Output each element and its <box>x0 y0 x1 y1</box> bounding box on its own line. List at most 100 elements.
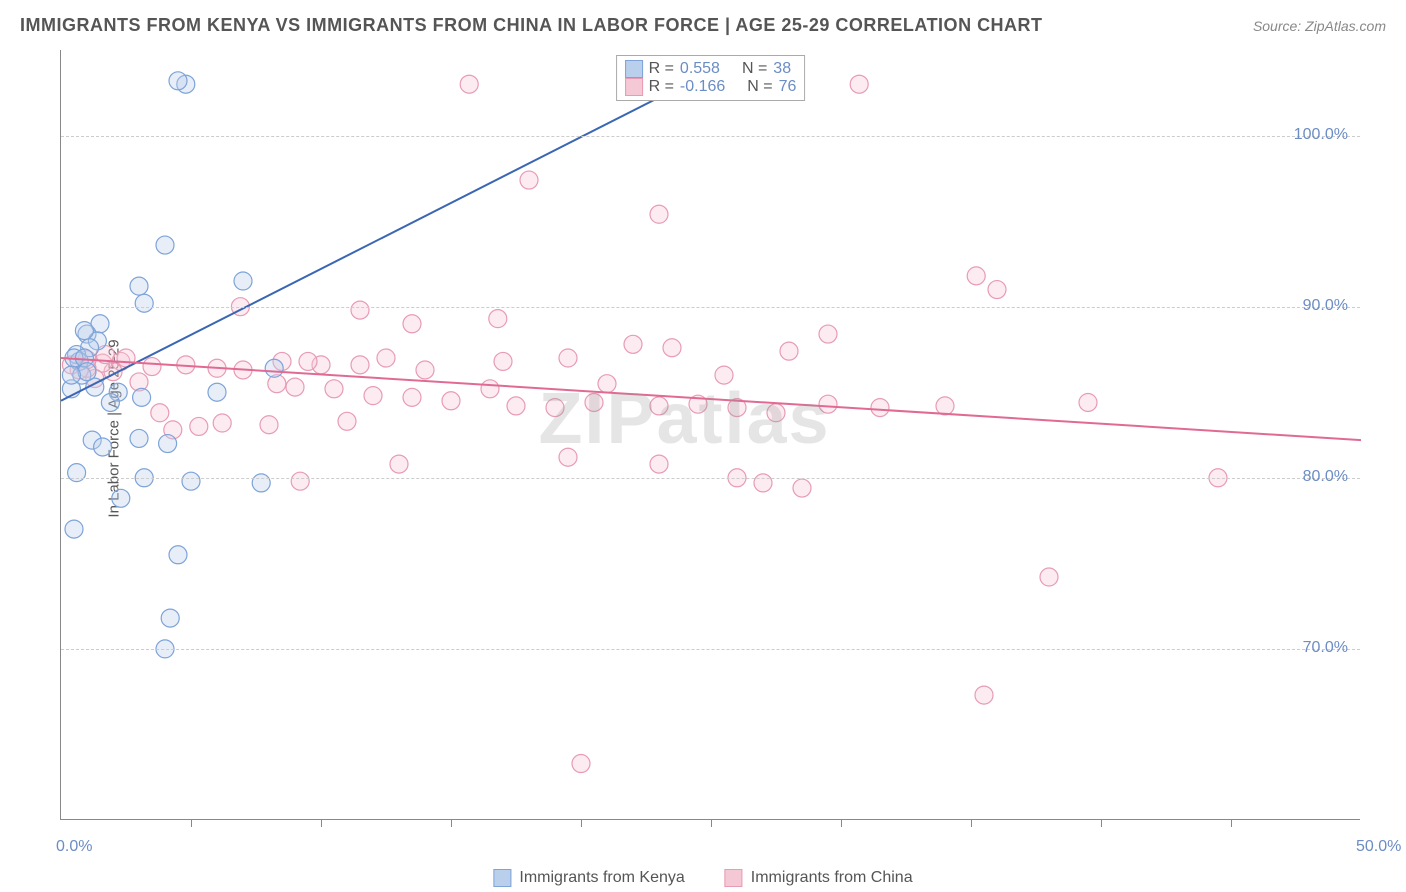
data-point <box>143 358 161 376</box>
data-point <box>489 310 507 328</box>
data-point <box>494 352 512 370</box>
data-point <box>130 429 148 447</box>
title-bar: IMMIGRANTS FROM KENYA VS IMMIGRANTS FROM… <box>20 15 1386 36</box>
trend-line <box>61 358 1361 440</box>
x-tick <box>1231 819 1232 827</box>
data-point <box>161 609 179 627</box>
correlation-legend: R =0.558N =38R =-0.166N =76 <box>616 55 806 101</box>
data-point <box>156 236 174 254</box>
data-point <box>819 325 837 343</box>
grid-line-h <box>61 136 1360 137</box>
data-point <box>208 383 226 401</box>
data-point <box>416 361 434 379</box>
legend-r-value: -0.166 <box>680 78 725 96</box>
data-point <box>182 472 200 490</box>
x-tick <box>581 819 582 827</box>
y-tick-label: 70.0% <box>1303 639 1348 657</box>
data-point <box>598 375 616 393</box>
data-point <box>390 455 408 473</box>
data-point <box>780 342 798 360</box>
data-point <box>75 322 93 340</box>
data-point <box>151 404 169 422</box>
legend-swatch <box>493 869 511 887</box>
x-tick <box>971 819 972 827</box>
legend-swatch <box>725 869 743 887</box>
legend-swatch <box>625 78 643 96</box>
x-tick <box>711 819 712 827</box>
data-point <box>133 388 151 406</box>
trend-line <box>61 84 685 401</box>
data-point <box>559 448 577 466</box>
data-point <box>252 474 270 492</box>
data-point <box>234 272 252 290</box>
data-point <box>377 349 395 367</box>
x-tick <box>451 819 452 827</box>
legend-n-value: 38 <box>773 60 791 78</box>
data-point <box>135 294 153 312</box>
data-point <box>338 412 356 430</box>
data-point <box>442 392 460 410</box>
data-point <box>585 393 603 411</box>
legend-row: R =-0.166N =76 <box>625 78 797 96</box>
legend-n-label: N = <box>747 78 772 96</box>
grid-line-h <box>61 649 1360 650</box>
data-point <box>967 267 985 285</box>
plot-area: ZIPatlas R =0.558N =38R =-0.166N =76 70.… <box>60 50 1360 820</box>
series-legend-item: Immigrants from China <box>725 869 913 887</box>
data-point <box>78 363 96 381</box>
y-tick-label: 100.0% <box>1294 126 1348 144</box>
data-point <box>260 416 278 434</box>
data-point <box>1079 393 1097 411</box>
data-point <box>190 417 208 435</box>
data-point <box>650 397 668 415</box>
data-point <box>169 72 187 90</box>
plot-svg <box>61 50 1360 819</box>
x-tick <box>191 819 192 827</box>
grid-line-h <box>61 478 1360 479</box>
data-point <box>94 438 112 456</box>
grid-line-h <box>61 307 1360 308</box>
data-point <box>650 455 668 473</box>
y-tick-label: 80.0% <box>1303 468 1348 486</box>
data-point <box>546 399 564 417</box>
x-tick <box>841 819 842 827</box>
data-point <box>403 388 421 406</box>
legend-swatch <box>625 60 643 78</box>
data-point <box>101 393 119 411</box>
data-point <box>793 479 811 497</box>
data-point <box>988 281 1006 299</box>
data-point <box>62 366 80 384</box>
data-point <box>351 356 369 374</box>
legend-r-label: R = <box>649 60 674 78</box>
data-point <box>460 75 478 93</box>
legend-r-value: 0.558 <box>680 60 720 78</box>
data-point <box>364 387 382 405</box>
data-point <box>351 301 369 319</box>
data-point <box>265 359 283 377</box>
y-tick-label: 90.0% <box>1303 297 1348 315</box>
x-tick-label: 0.0% <box>56 838 92 856</box>
chart-title: IMMIGRANTS FROM KENYA VS IMMIGRANTS FROM… <box>20 15 1043 36</box>
x-tick <box>321 819 322 827</box>
data-point <box>299 352 317 370</box>
data-point <box>663 339 681 357</box>
data-point <box>624 335 642 353</box>
data-point <box>159 435 177 453</box>
series-name: Immigrants from Kenya <box>519 869 684 887</box>
series-legend: Immigrants from Kenya Immigrants from Chi… <box>493 869 912 887</box>
data-point <box>68 464 86 482</box>
chart-container: IMMIGRANTS FROM KENYA VS IMMIGRANTS FROM… <box>0 0 1406 892</box>
data-point <box>850 75 868 93</box>
data-point <box>754 474 772 492</box>
data-point <box>650 205 668 223</box>
data-point <box>403 315 421 333</box>
data-point <box>291 472 309 490</box>
data-point <box>213 414 231 432</box>
x-tick-label: 50.0% <box>1356 838 1401 856</box>
source-label: Source: ZipAtlas.com <box>1253 18 1386 34</box>
data-point <box>169 546 187 564</box>
data-point <box>65 520 83 538</box>
data-point <box>572 755 590 773</box>
data-point <box>715 366 733 384</box>
data-point <box>112 489 130 507</box>
